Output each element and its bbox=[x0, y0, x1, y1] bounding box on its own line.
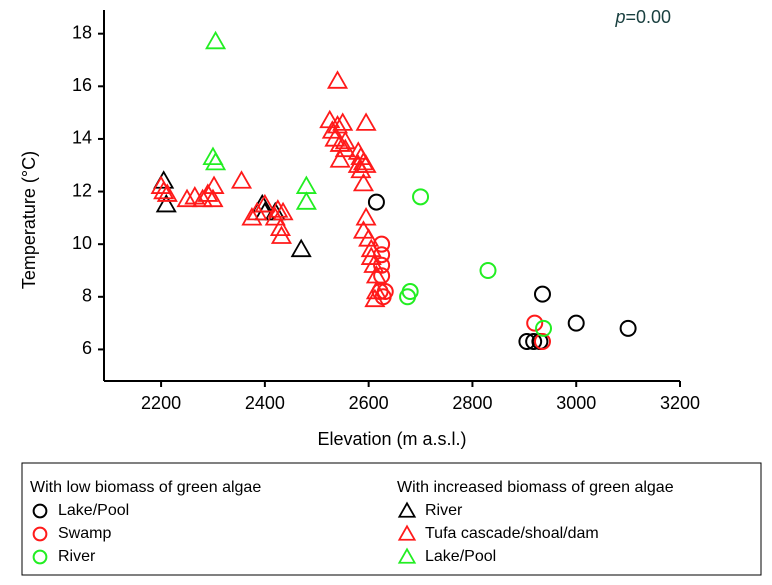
point bbox=[526, 314, 544, 332]
y-tick-label: 10 bbox=[72, 233, 92, 253]
point bbox=[192, 188, 214, 208]
point bbox=[479, 261, 497, 279]
point bbox=[352, 151, 375, 171]
y-tick-label: 12 bbox=[72, 180, 92, 200]
y-axis-title: Temperature (°C) bbox=[19, 151, 39, 289]
legend-label: Swamp bbox=[58, 525, 111, 542]
point bbox=[254, 193, 276, 213]
point bbox=[365, 280, 387, 300]
legend-group-title: With low biomass of green algae bbox=[30, 479, 261, 496]
point bbox=[156, 183, 178, 202]
point bbox=[203, 175, 225, 194]
point bbox=[533, 333, 551, 351]
x-tick-label: 2600 bbox=[349, 393, 389, 413]
point bbox=[230, 170, 253, 189]
point bbox=[241, 207, 263, 226]
point bbox=[176, 188, 198, 208]
point bbox=[326, 114, 349, 134]
point bbox=[535, 319, 553, 337]
x-tick-label: 2400 bbox=[245, 393, 285, 413]
legend-group-title: With increased biomass of green algae bbox=[397, 479, 674, 496]
annotation-italic: p bbox=[614, 7, 625, 27]
legend-label: River bbox=[425, 502, 463, 519]
point bbox=[326, 70, 349, 89]
point bbox=[355, 154, 377, 173]
point bbox=[360, 238, 382, 258]
annotation: p=0.00 bbox=[614, 7, 671, 27]
y-tick-label: 18 bbox=[72, 22, 92, 42]
point bbox=[412, 188, 430, 206]
point bbox=[295, 175, 317, 194]
point bbox=[360, 246, 382, 265]
point bbox=[205, 151, 227, 171]
point bbox=[332, 112, 354, 131]
point bbox=[367, 193, 385, 211]
y-tick-label: 8 bbox=[82, 286, 92, 306]
point bbox=[355, 112, 377, 131]
legend-marker bbox=[32, 526, 48, 542]
y-tick-label: 16 bbox=[72, 75, 92, 95]
point bbox=[205, 30, 227, 50]
y-tick-label: 6 bbox=[82, 338, 92, 358]
point bbox=[155, 193, 177, 213]
legend-marker bbox=[397, 547, 417, 564]
legend-marker bbox=[397, 524, 417, 541]
y-tick-label: 14 bbox=[72, 128, 92, 148]
x-tick-label: 2200 bbox=[141, 393, 181, 413]
point bbox=[295, 191, 317, 210]
legend-label: Lake/Pool bbox=[58, 502, 129, 519]
point bbox=[290, 238, 312, 258]
point bbox=[364, 288, 386, 308]
legend: With low biomass of green algae Lake/Pool… bbox=[30, 479, 674, 565]
point bbox=[350, 159, 372, 179]
point bbox=[334, 130, 356, 150]
point bbox=[399, 288, 417, 306]
legend-label: Tufa cascade/shoal/dam bbox=[425, 525, 599, 542]
x-tick-label: 3000 bbox=[556, 393, 596, 413]
point bbox=[533, 285, 551, 303]
point bbox=[352, 172, 375, 192]
point bbox=[619, 319, 637, 337]
point bbox=[355, 207, 377, 226]
x-axis-title: Elevation (m a.s.l.) bbox=[317, 429, 466, 449]
x-tick-label: 2800 bbox=[452, 393, 492, 413]
annotation-text: =0.00 bbox=[625, 7, 671, 27]
point bbox=[567, 314, 585, 332]
legend-marker bbox=[32, 549, 48, 565]
point bbox=[272, 201, 294, 221]
point bbox=[329, 149, 351, 168]
point bbox=[270, 225, 293, 244]
x-tick-label: 3200 bbox=[660, 393, 700, 413]
point bbox=[153, 180, 175, 200]
legend-label: Lake/Pool bbox=[425, 548, 496, 565]
legend-box bbox=[21, 462, 762, 576]
point bbox=[525, 333, 543, 351]
point bbox=[267, 199, 289, 218]
point bbox=[269, 217, 291, 237]
legend-marker bbox=[397, 501, 417, 518]
point bbox=[202, 188, 224, 208]
legend-label: River bbox=[58, 548, 96, 565]
legend-marker bbox=[32, 503, 48, 519]
